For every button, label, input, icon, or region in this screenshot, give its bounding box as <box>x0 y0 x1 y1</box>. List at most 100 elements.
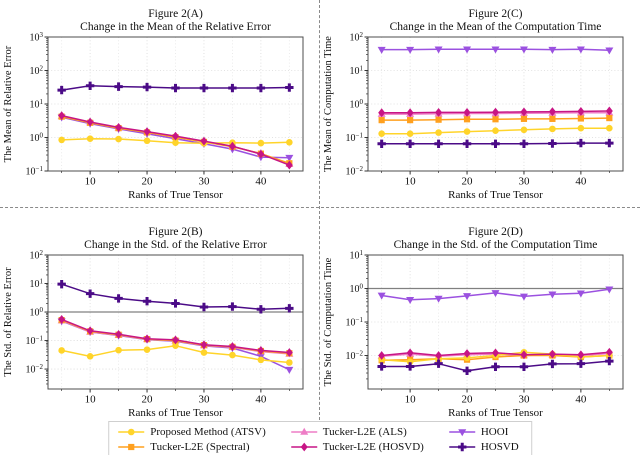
y-tick-label: 101 <box>30 98 44 111</box>
circle-marker-icon <box>406 130 414 137</box>
diamond-marker-icon <box>463 108 471 117</box>
y-tick-label: 10−2 <box>346 349 364 362</box>
circle-marker-icon <box>115 135 122 143</box>
x-axis-label: Ranks of True Tensor <box>448 407 543 419</box>
square-marker-icon <box>378 117 385 124</box>
circle-marker-icon <box>86 353 94 360</box>
triangle-down-marker-icon <box>434 295 443 303</box>
subplot-figure-2c: Figure 2(C) Change in the Mean of the Com… <box>320 4 640 204</box>
plus-marker-icon <box>256 305 266 314</box>
plus-marker-icon <box>405 139 415 148</box>
legend-swatch-atsv <box>118 428 145 435</box>
triangle-down-marker-icon <box>605 286 614 294</box>
plus-marker-icon <box>457 442 467 451</box>
plus-marker-icon <box>434 359 443 368</box>
y-tick-label: 101 <box>30 277 44 290</box>
chart-subtitle: Change in the Std. of the Relative Error <box>84 239 267 251</box>
legend: Proposed Method (ATSV) Tucker-L2E (Spectr… <box>108 421 532 455</box>
x-tick-label: 40 <box>255 176 267 188</box>
y-tick-label: 102 <box>30 64 44 77</box>
square-marker-icon <box>606 114 613 122</box>
legend-label-hosvd: HOSVD <box>480 440 519 453</box>
legend-item-hooi: HOOI <box>448 424 519 439</box>
plus-marker-icon <box>462 366 472 375</box>
legend-label-spectral: Tucker-L2E (Spectral) <box>150 440 250 453</box>
circle-marker-icon <box>520 126 528 134</box>
square-marker-icon <box>549 115 556 122</box>
legend-swatch-hooi <box>448 428 475 436</box>
diamond-marker-icon <box>577 107 585 116</box>
chart-D-canvas: Figure 2(D)Change in the Std. of the Com… <box>323 226 624 419</box>
diamond-marker-icon <box>463 349 471 358</box>
diamond-marker-icon <box>492 107 499 117</box>
x-tick-label: 10 <box>85 394 97 406</box>
y-tick-label: 103 <box>30 31 44 44</box>
chart-subtitle: Change in the Mean of the Computation Ti… <box>390 21 602 33</box>
x-axis-label: Ranks of True Tensor <box>128 189 223 201</box>
plus-marker-icon <box>576 138 586 148</box>
diamond-marker-icon <box>577 350 585 360</box>
plus-marker-icon <box>434 139 443 148</box>
x-tick-label: 20 <box>462 394 474 406</box>
diamond-marker-icon <box>548 107 556 117</box>
circle-marker-icon <box>172 342 179 349</box>
plus-marker-icon <box>377 139 386 148</box>
plus-marker-icon <box>519 362 529 371</box>
diamond-marker-icon <box>300 442 308 451</box>
diamond-marker-icon <box>520 350 528 360</box>
plus-marker-icon <box>199 302 209 312</box>
diamond-marker-icon <box>86 117 94 127</box>
x-tick-label: 10 <box>405 176 417 188</box>
chart-subtitle: Change in the Mean of the Relative Error <box>80 21 271 33</box>
x-tick-label: 20 <box>142 176 154 188</box>
triangle-down-marker-icon <box>434 46 443 54</box>
legend-item-atsv: Proposed Method (ATSV) <box>117 424 266 439</box>
vertical-dashed-divider <box>319 0 320 420</box>
triangle-down-marker-icon <box>548 291 557 299</box>
triangle-down-marker-icon <box>377 292 386 300</box>
plus-marker-icon <box>548 139 557 148</box>
diamond-marker-icon <box>605 347 613 357</box>
plus-marker-icon <box>199 83 209 93</box>
diamond-marker-icon <box>492 348 499 358</box>
legend-item-hosvd: HOSVD <box>448 439 519 454</box>
y-tick-label: 100 <box>30 306 44 319</box>
plus-marker-icon <box>405 362 415 371</box>
circle-marker-icon <box>143 346 151 353</box>
diamond-marker-icon <box>435 108 443 117</box>
diamond-marker-icon <box>115 123 123 132</box>
diamond-marker-icon <box>172 131 179 141</box>
y-tick-label: 10−1 <box>346 131 364 144</box>
diamond-marker-icon <box>228 141 236 151</box>
diamond-marker-icon <box>143 127 151 137</box>
circle-marker-icon <box>58 347 65 354</box>
triangle-down-marker-icon <box>605 47 614 55</box>
plus-marker-icon <box>85 289 95 298</box>
diamond-marker-icon <box>548 349 556 359</box>
diamond-marker-icon <box>86 326 94 336</box>
plus-marker-icon <box>576 359 586 368</box>
y-tick-label: 101 <box>350 64 364 77</box>
diamond-marker-icon <box>257 346 265 355</box>
chart-B-canvas: Figure 2(B)Change in the Std. of the Rel… <box>3 226 304 419</box>
subplot-figure-2a: Figure 2(A) Change in the Mean of the Rel… <box>0 4 320 204</box>
legend-swatch-hosvd <box>448 442 475 451</box>
legend-item-als: Tucker-L2E (ALS) <box>290 424 424 439</box>
triangle-down-marker-icon <box>406 296 415 304</box>
triangle-down-marker-icon <box>463 293 472 301</box>
diamond-marker-icon <box>285 160 293 170</box>
circle-marker-icon <box>115 346 122 354</box>
x-tick-label: 10 <box>85 176 97 188</box>
plus-marker-icon <box>462 139 472 148</box>
x-axis-label: Ranks of True Tensor <box>448 189 543 201</box>
legend-item-spectral: Tucker-L2E (Spectral) <box>117 439 266 454</box>
y-tick-label: 102 <box>30 249 44 262</box>
plus-marker-icon <box>114 294 123 303</box>
triangle-down-marker-icon <box>576 46 585 54</box>
triangle-down-marker-icon <box>406 46 415 54</box>
y-tick-label: 10−1 <box>26 334 44 347</box>
triangle-down-marker-icon <box>377 46 386 54</box>
legend-label-als: Tucker-L2E (ALS) <box>322 425 407 438</box>
legend-item-l2e_hosvd: Tucker-L2E (HOSVD) <box>290 439 424 454</box>
